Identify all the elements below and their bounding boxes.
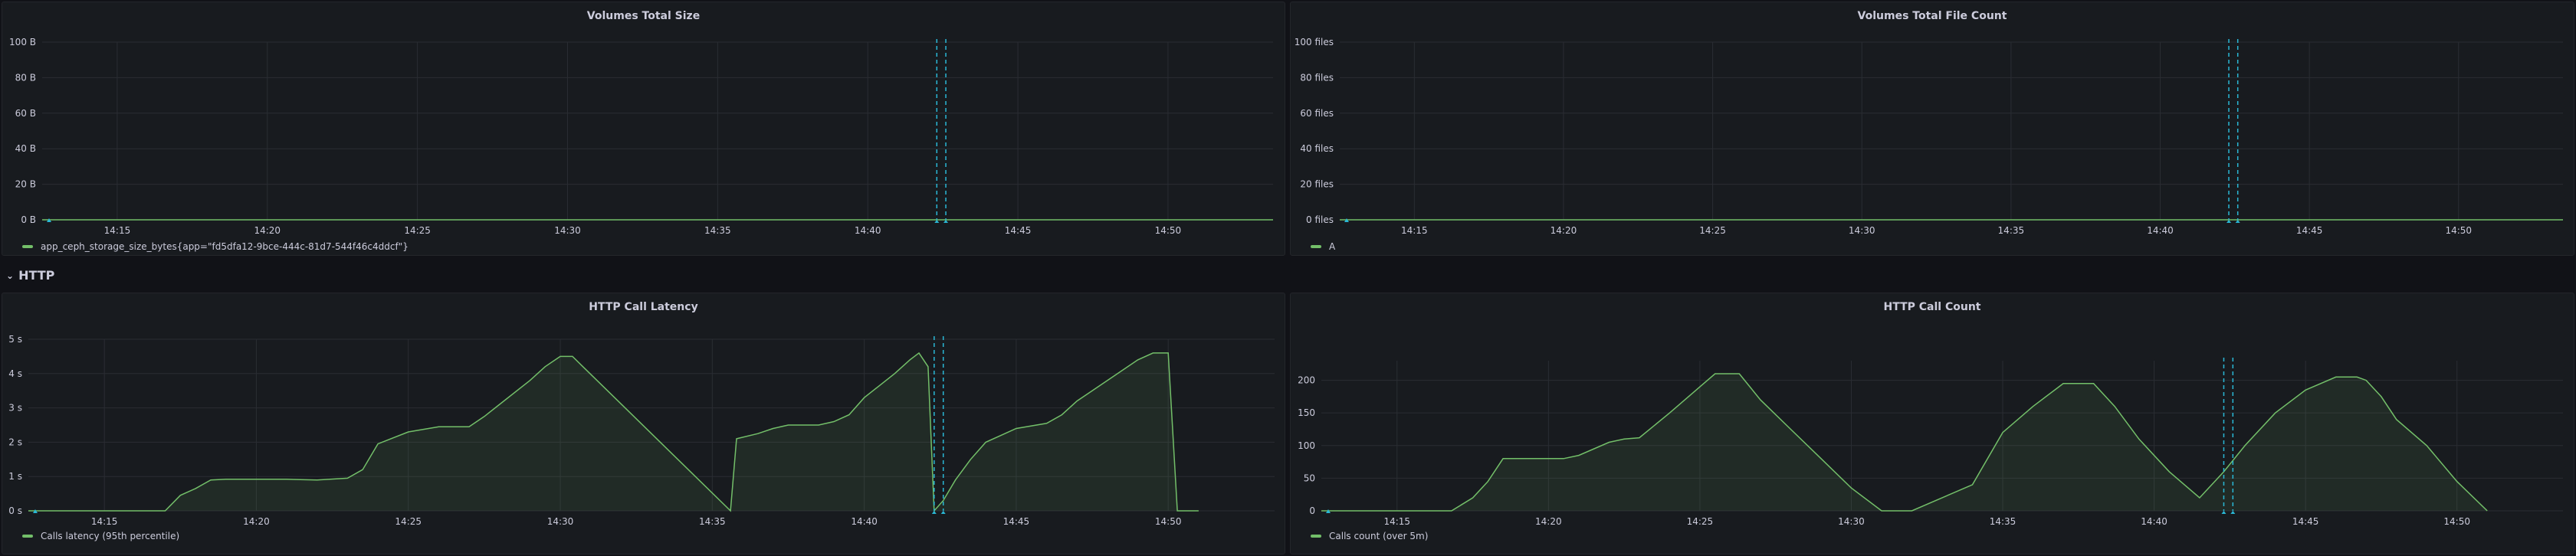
y-tick-label: 100 [1298, 440, 1315, 451]
x-tick-label: 14:25 [1699, 225, 1726, 236]
x-tick-label: 14:45 [1003, 516, 1030, 527]
y-tick-label: 5 s [8, 334, 22, 345]
y-tick-label: 20 files [1300, 179, 1334, 190]
x-tick-label: 14:15 [1401, 225, 1428, 236]
annotation-marker [940, 511, 946, 514]
x-tick-label: 14:20 [254, 225, 281, 236]
y-tick-label: 0 files [1306, 214, 1334, 225]
x-tick-label: 14:35 [704, 225, 731, 236]
region-marker [47, 218, 51, 222]
y-tick-label: 60 B [15, 108, 36, 119]
y-tick-label: 2 s [8, 437, 22, 447]
legend-label: Calls count (over 5m) [1329, 531, 1429, 541]
series-line [1321, 373, 2488, 512]
legend-label: app_ceph_storage_size_bytes{app="fd5dfa1… [41, 241, 409, 252]
x-tick-label: 14:20 [1535, 516, 1562, 527]
y-tick-label: 80 files [1300, 72, 1334, 83]
chart-volumes-total-size: 0 B 20 B 40 B 60 B 80 B 100 B 14:15 14:20 14:25 1… [9, 37, 1273, 236]
y-tick-label: 100 B [9, 37, 36, 47]
x-tick-label: 14:30 [1838, 516, 1865, 527]
panel-http-call-count[interactable]: HTTP Call Count 0 50 100 150 200 14:15 14:20 14… [1290, 293, 2574, 554]
x-tick-label: 14:40 [855, 225, 881, 236]
y-tick-label: 0 B [21, 214, 36, 225]
y-tick-label: 0 [1309, 505, 1315, 516]
legend-label: A [1329, 241, 1336, 252]
row-title: HTTP [18, 268, 55, 283]
series-area [1321, 374, 2488, 511]
x-tick-label: 14:35 [1990, 516, 2016, 527]
series-area [28, 352, 1199, 511]
x-tick-label: 14:15 [1383, 516, 1410, 527]
x-tick-label: 14:50 [2443, 516, 2470, 527]
legend-swatch [22, 535, 33, 538]
x-tick-label: 14:30 [1849, 225, 1875, 236]
chart-http-call-count: 0 50 100 150 200 14:15 14:20 14:25 14:30 14:35 14:… [1298, 358, 2563, 527]
x-tick-label: 14:40 [2147, 225, 2174, 236]
panel-title: HTTP Call Latency [589, 301, 698, 313]
x-tick-label: 14:20 [1551, 225, 1577, 236]
x-tick-label: 14:50 [1155, 225, 1182, 236]
legend[interactable]: app_ceph_storage_size_bytes{app="fd5dfa1… [22, 241, 409, 252]
x-tick-label: 14:25 [404, 225, 431, 236]
y-tick-label: 60 files [1300, 108, 1334, 119]
panel-title: Volumes Total Size [586, 10, 701, 22]
x-tick-label: 14:40 [851, 516, 878, 527]
y-tick-label: 20 B [15, 179, 36, 190]
x-tick-label: 14:45 [2292, 516, 2319, 527]
region-marker [33, 509, 38, 513]
panel-title: HTTP Call Count [1883, 301, 1981, 313]
y-tick-label: 4 s [8, 368, 22, 379]
y-tick-label: 3 s [8, 403, 22, 414]
region-marker [1326, 509, 1331, 513]
x-tick-label: 14:30 [547, 516, 574, 527]
y-tick-label: 80 B [15, 72, 36, 83]
x-tick-label: 14:15 [104, 225, 131, 236]
legend-swatch [22, 245, 33, 248]
legend[interactable]: A [1311, 241, 1335, 252]
legend[interactable]: Calls latency (95th percentile) [22, 531, 179, 541]
y-tick-label: 40 B [15, 143, 36, 154]
y-tick-label: 0 s [8, 505, 22, 516]
y-tick-label: 100 files [1295, 37, 1334, 47]
chart-http-call-latency: 0 s 1 s 2 s 3 s 4 s 5 s 14:15 14:20 14:25 14:30 14… [8, 334, 1275, 527]
series-line [28, 352, 1199, 512]
panel-http-call-latency[interactable]: HTTP Call Latency 0 s 1 s 2 s 3 s 4 s 5 s 14:1… [2, 293, 1285, 554]
legend-swatch [1311, 535, 1321, 538]
legend-label: Calls latency (95th percentile) [41, 531, 180, 541]
x-tick-label: 14:45 [2296, 225, 2323, 236]
y-tick-label: 50 [1304, 473, 1315, 483]
x-tick-label: 14:50 [1155, 516, 1182, 527]
panel-volumes-total-size[interactable]: Volumes Total Size 0 B 20 B 40 B 60 B 80 B 10… [2, 2, 1285, 256]
x-tick-label: 14:35 [699, 516, 726, 527]
annotation-marker [934, 220, 940, 223]
x-tick-label: 14:25 [1687, 516, 1714, 527]
y-tick-label: 150 [1298, 407, 1315, 418]
annotation-marker [2221, 511, 2227, 514]
x-tick-label: 14:40 [2141, 516, 2167, 527]
x-tick-label: 14:20 [243, 516, 270, 527]
y-tick-label: 1 s [8, 471, 22, 482]
x-tick-label: 14:45 [1005, 225, 1032, 236]
legend[interactable]: Calls count (over 5m) [1311, 531, 1428, 541]
annotation-marker [931, 511, 937, 514]
x-tick-label: 14:35 [1998, 225, 2025, 236]
row-header-http[interactable]: ⌄ HTTP [6, 268, 54, 283]
x-tick-label: 14:30 [554, 225, 581, 236]
legend-swatch [1311, 245, 1321, 248]
chart-volumes-total-file-count: 0 files 20 files 40 files 60 files 80 files 1… [1295, 37, 2563, 236]
chevron-down-icon: ⌄ [6, 270, 15, 281]
panel-volumes-total-file-count[interactable]: Volumes Total File Count 0 files 20 files… [1290, 2, 2574, 256]
annotation-marker [2230, 511, 2236, 514]
annotation-marker [943, 220, 949, 223]
x-tick-label: 14:15 [91, 516, 118, 527]
region-marker [1344, 218, 1349, 222]
x-tick-label: 14:25 [395, 516, 422, 527]
annotation-marker [2227, 220, 2232, 223]
panel-title: Volumes Total File Count [1857, 10, 2007, 22]
x-tick-label: 14:50 [2445, 225, 2472, 236]
y-tick-label: 200 [1298, 375, 1315, 386]
annotation-marker [2235, 220, 2240, 223]
y-tick-label: 40 files [1300, 143, 1334, 154]
